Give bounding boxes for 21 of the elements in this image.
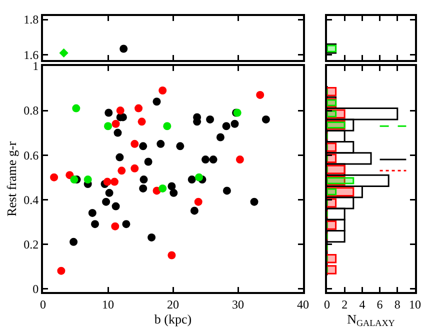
x-tick-label: 2 (342, 297, 348, 312)
x-tick-label: 6 (376, 297, 383, 312)
y-tick-label: 1 (32, 59, 39, 74)
y-tick-label: 0.4 (24, 192, 39, 207)
x-tick-label: 40 (297, 297, 309, 312)
x-tick-label: 10 (409, 297, 421, 312)
x-tick-label: 30 (232, 297, 244, 312)
y-axis-title: Rest frame g-r (4, 140, 20, 217)
x-axis-title: N$_{GALAXY}$ (347, 312, 396, 328)
y-tick-label: 0 (32, 282, 39, 296)
x-tick-label: 0 (324, 297, 330, 312)
y-tick-label: 1.6 (24, 48, 39, 62)
y-tick-label: 1.8 (24, 12, 39, 27)
x-tick-label: 4 (359, 297, 366, 312)
y-tick-label: 0.6 (24, 148, 39, 162)
x-tick-label: 10 (102, 297, 114, 312)
x-axis-title: b (kpc) (154, 312, 192, 326)
x-tick-label: 20 (167, 297, 179, 312)
y-tick-label: 0.2 (24, 237, 39, 252)
x-tick-label: 8 (394, 297, 400, 312)
y-tick-label: 0.8 (24, 104, 39, 118)
